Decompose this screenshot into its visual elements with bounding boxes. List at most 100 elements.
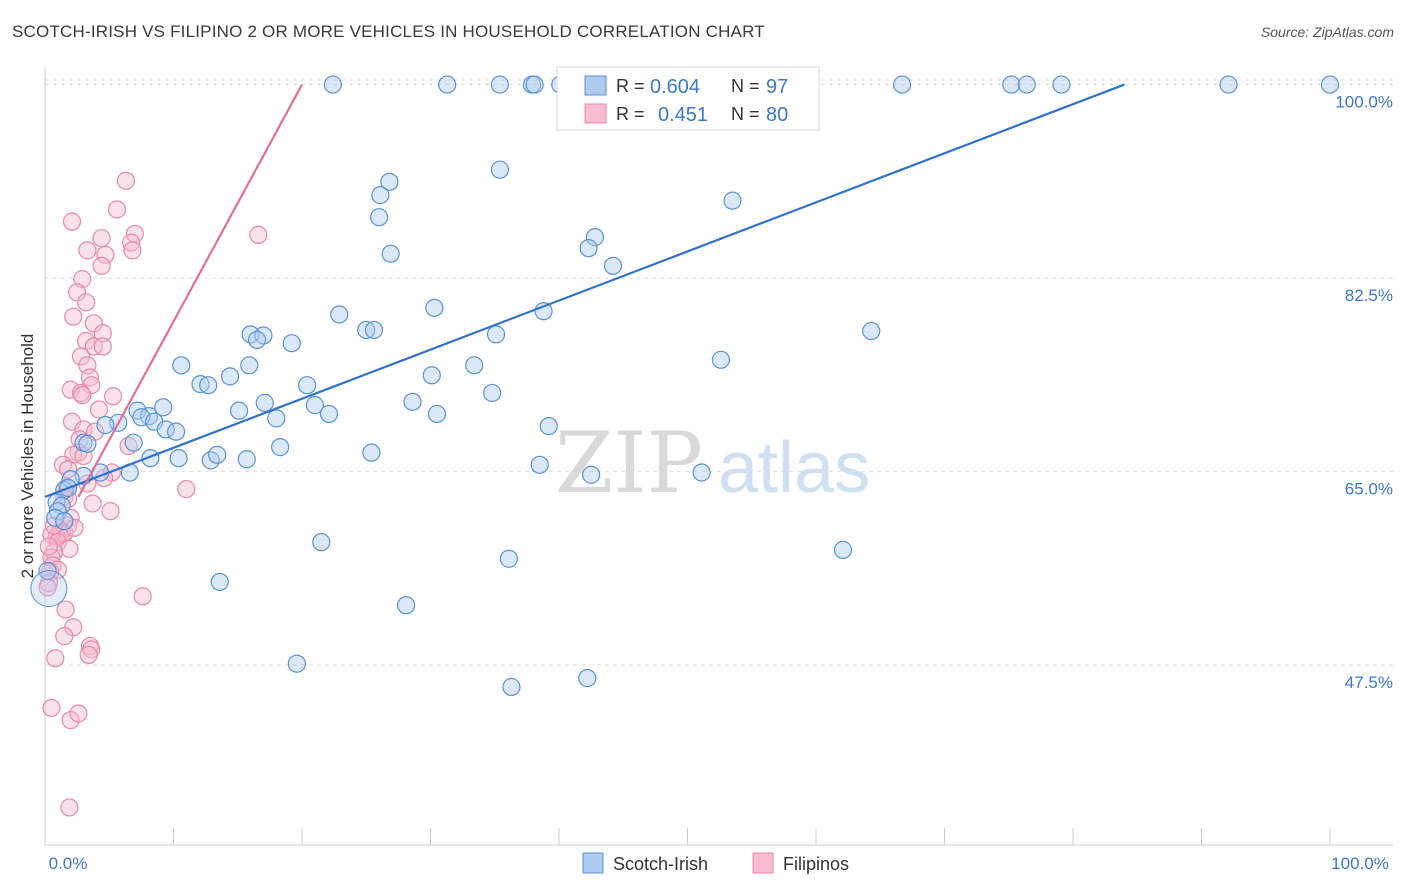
point-filipinos (84, 314, 103, 333)
point-filipinos (93, 324, 112, 343)
point-filipinos (121, 233, 141, 252)
point-scotch-irish (298, 376, 317, 395)
point-scotch-irish (312, 533, 331, 552)
point-scotch-irish (199, 376, 218, 395)
point-scotch-irish (362, 443, 381, 462)
point-scotch-irish (210, 572, 229, 592)
watermark-zip: ZIP (555, 414, 703, 512)
point-filipinos (69, 704, 88, 723)
legend-r-value-scotch-irish: 0.604 (650, 76, 700, 98)
point-scotch-irish (490, 160, 509, 179)
point-scotch-irish (191, 375, 210, 394)
point-filipinos (92, 256, 111, 275)
series-legend: Scotch-Irish Filipinos (582, 852, 849, 874)
legend-label-scotch-irish: Scotch-Irish (613, 854, 708, 874)
point-filipinos (56, 600, 75, 619)
point-scotch-irish (154, 398, 173, 417)
point-scotch-irish (139, 407, 159, 426)
stats-legend: R = 0.604 N = 97 R = 0.451 N = 80 (556, 66, 820, 131)
point-filipinos (55, 627, 74, 646)
point-scotch-irish (1219, 75, 1238, 94)
points-pink (38, 171, 268, 817)
legend-r-label: R = (616, 76, 645, 96)
y-tick-labels: 47.5% 65.0% 82.5% 100.0% (1335, 93, 1393, 692)
point-scotch-irish (465, 356, 484, 375)
watermark-atlas: atlas (718, 428, 870, 508)
point-scotch-irish (862, 321, 881, 341)
y-tick-label: 47.5% (1345, 673, 1393, 692)
point-filipinos (39, 537, 58, 556)
legend-swatch-filipinos (752, 852, 774, 874)
legend-r-value-filipinos: 0.451 (658, 104, 708, 126)
point-scotch-irish (1017, 75, 1036, 94)
legend-n-value-scotch-irish: 97 (766, 76, 788, 98)
chart-title: SCOTCH-IRISH VS FILIPINO 2 OR MORE VEHIC… (12, 22, 765, 41)
point-scotch-irish (585, 228, 605, 247)
point-scotch-irish (1002, 75, 1021, 94)
point-filipinos (92, 229, 111, 248)
point-scotch-irish (371, 186, 390, 205)
point-scotch-irish (502, 677, 521, 697)
point-filipinos (42, 698, 61, 718)
point-scotch-irish (525, 75, 544, 94)
point-scotch-irish (723, 191, 742, 210)
point-filipinos (80, 368, 100, 387)
point-scotch-irish (381, 244, 400, 263)
y-tick-label: 82.5% (1345, 286, 1393, 305)
point-scotch-irish (1320, 75, 1340, 94)
legend-label-filipinos: Filipinos (783, 854, 849, 874)
point-filipinos (83, 494, 102, 513)
point-scotch-irish (166, 422, 186, 441)
y-tick-label: 100.0% (1335, 93, 1393, 112)
point-filipinos (104, 387, 123, 406)
point-scotch-irish (305, 396, 324, 415)
point-scotch-irish (169, 449, 188, 468)
point-scotch-irish (78, 434, 97, 453)
point-scotch-irish (499, 549, 518, 568)
point-filipinos (101, 502, 120, 521)
point-scotch-irish (539, 417, 558, 436)
point-scotch-irish (255, 393, 274, 412)
point-scotch-irish (96, 415, 115, 435)
y-tick-label: 65.0% (1345, 479, 1393, 498)
point-scotch-irish (271, 438, 290, 457)
trendline-filipinos (77, 84, 303, 498)
point-scotch-irish (438, 75, 457, 94)
point-scotch-irish (364, 320, 384, 340)
point-scotch-irish (579, 239, 598, 258)
point-scotch-irish (833, 540, 853, 559)
point-scotch-irish (422, 366, 441, 385)
point-filipinos (65, 518, 84, 537)
point-scotch-irish (172, 356, 191, 375)
point-scotch-irish (124, 433, 143, 452)
point-scotch-irish (380, 172, 399, 191)
legend-swatch-filipinos (584, 103, 607, 124)
point-scotch-irish (319, 404, 339, 424)
point-scotch-irish (483, 383, 502, 403)
legend-r-label: R = (616, 104, 645, 124)
point-filipinos (96, 245, 115, 264)
point-filipinos (68, 283, 87, 302)
point-filipinos (46, 649, 65, 668)
legend-n-label: N = (731, 104, 760, 124)
point-scotch-irish (603, 256, 623, 275)
point-scotch-irish (711, 350, 731, 369)
point-scotch-irish (220, 367, 240, 386)
point-scotch-irish (282, 334, 301, 353)
point-filipinos (93, 337, 112, 356)
point-filipinos (177, 480, 196, 499)
point-scotch-irish (578, 669, 597, 688)
point-scotch-irish (486, 325, 506, 344)
point-scotch-irish-large (30, 570, 68, 608)
legend-n-value-filipinos: 80 (766, 104, 788, 126)
x-tick-labels: 0.0% 100.0% (49, 854, 1389, 873)
point-scotch-irish (490, 75, 509, 94)
points-blue (30, 75, 1340, 697)
point-scotch-irish (323, 75, 342, 94)
point-filipinos (79, 645, 98, 664)
point-filipinos (249, 225, 268, 244)
point-filipinos (61, 380, 80, 399)
point-scotch-irish (396, 596, 416, 615)
point-filipinos (44, 516, 64, 535)
